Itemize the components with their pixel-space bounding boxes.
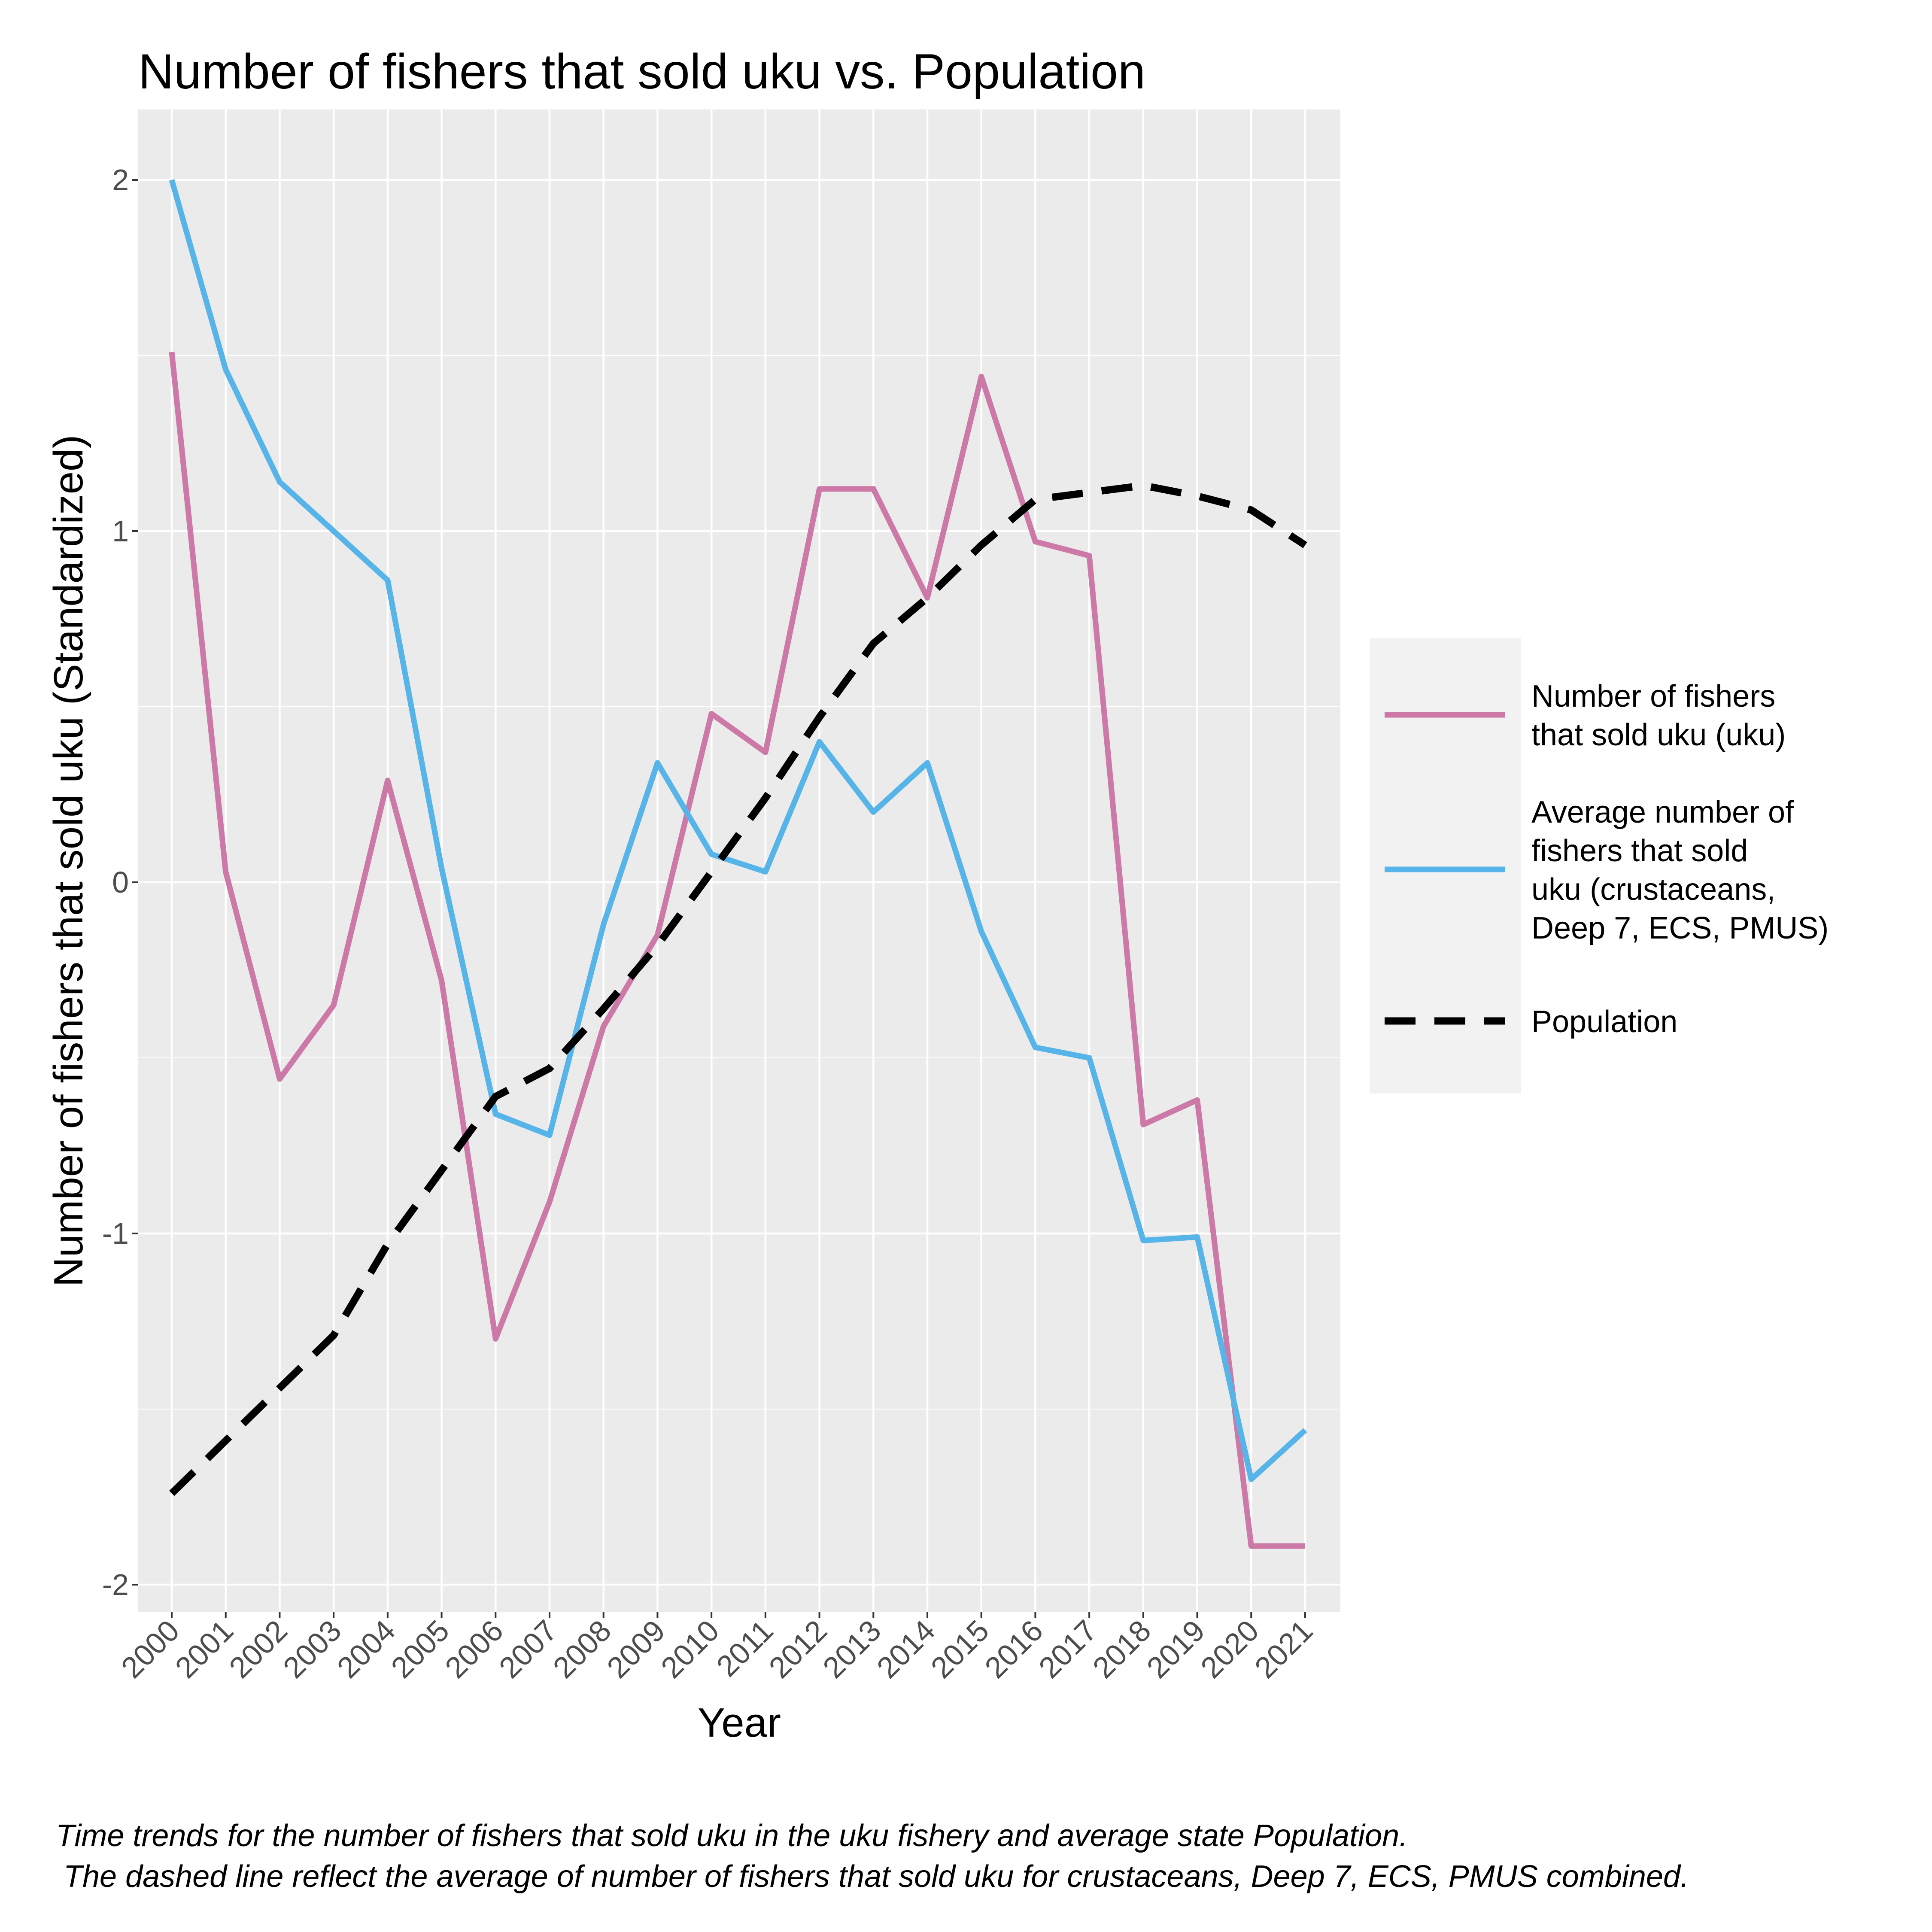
legend: Number of fishers that sold uku (uku) Aver…	[1385, 679, 1829, 1039]
y-tick-label: 2	[112, 163, 129, 197]
series-layer	[169, 179, 1307, 1549]
x-tick-label: 2006	[439, 1613, 510, 1684]
x-tick-label: 2016	[978, 1613, 1049, 1684]
legend-label-1: uku (crustaceans,	[1531, 872, 1775, 907]
x-tick-label: 2003	[276, 1613, 347, 1684]
series-line-0	[169, 352, 1305, 1549]
caption-line-1: Time trends for the number of fishers th…	[56, 1819, 1408, 1853]
series-line-1	[169, 179, 1307, 1482]
series-line-2	[169, 482, 1307, 1496]
legend-label-0: that sold uku (uku)	[1531, 718, 1786, 752]
x-axis: 2000200120022003200420052006200720082009…	[115, 1612, 1319, 1685]
x-tick-label: 2010	[654, 1613, 725, 1684]
x-tick-label: 2007	[492, 1613, 563, 1684]
legend-box	[1370, 638, 1521, 1094]
x-tick-label: 2013	[817, 1613, 887, 1684]
x-tick-label: 2012	[762, 1613, 833, 1684]
x-tick-label: 2018	[1086, 1613, 1157, 1684]
caption-line-2: The dashed line reflect the average of n…	[64, 1859, 1689, 1894]
x-tick-label: 2021	[1248, 1613, 1319, 1684]
y-tick-label: 1	[112, 514, 129, 548]
y-axis: -2 -1 0 1 2	[102, 163, 138, 1601]
x-tick-label: 2005	[385, 1613, 456, 1684]
chart-title: Number of fishers that sold uku vs. Popu…	[138, 44, 1145, 99]
y-tick-label: -2	[102, 1568, 129, 1601]
x-tick-label: 2020	[1194, 1613, 1265, 1684]
x-tick-label: 2009	[601, 1613, 671, 1684]
x-tick-label: 2015	[924, 1613, 995, 1684]
grid-minor	[138, 355, 1340, 1410]
legend-label-0: Number of fishers	[1531, 679, 1775, 714]
x-tick-label: 2011	[710, 1613, 780, 1683]
y-axis-title: Number of fishers that sold uku (Standar…	[46, 435, 91, 1287]
x-tick-label: 2004	[331, 1613, 401, 1684]
legend-label-1: fishers that sold	[1531, 834, 1748, 868]
x-tick-label: 2000	[115, 1613, 185, 1684]
legend-label-1: Deep 7, ECS, PMUS)	[1531, 911, 1829, 945]
x-tick-label: 2017	[1032, 1613, 1103, 1684]
y-tick-label: 0	[112, 866, 129, 899]
x-tick-label: 2014	[870, 1613, 941, 1684]
x-tick-label: 2002	[223, 1613, 294, 1684]
legend-label-2: Population	[1531, 1005, 1677, 1039]
x-tick-label: 2008	[547, 1613, 617, 1684]
x-tick-label: 2001	[169, 1613, 240, 1684]
x-tick-label: 2019	[1140, 1613, 1211, 1684]
legend-label-1: Average number of	[1531, 795, 1794, 829]
x-axis-title: Year	[698, 1700, 781, 1746]
y-tick-label: -1	[102, 1217, 129, 1250]
